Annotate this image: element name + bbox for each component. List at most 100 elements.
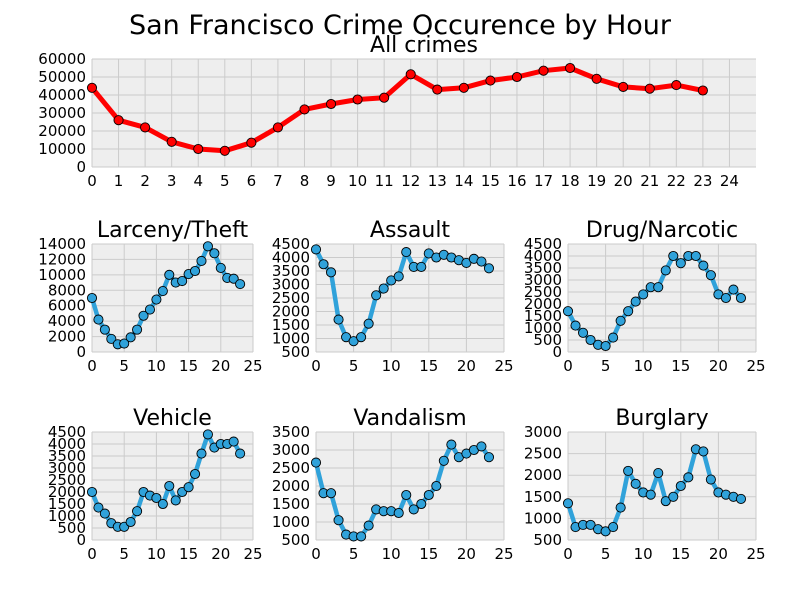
data-point: [615, 315, 626, 326]
y-tick-label: 1000: [272, 330, 310, 348]
data-point: [189, 265, 201, 277]
x-tick-label: 0: [563, 357, 573, 375]
x-tick-label: 12: [401, 172, 420, 190]
data-point: [683, 472, 694, 483]
y-tick-label: 10000: [38, 140, 86, 158]
data-point: [193, 143, 204, 155]
data-point: [166, 136, 177, 147]
x-tick-label: 25: [243, 357, 262, 375]
data-point: [698, 260, 709, 271]
data-point: [653, 282, 664, 293]
data-point: [86, 486, 98, 498]
x-tick-label: 5: [220, 172, 230, 190]
data-point: [157, 498, 168, 510]
x-tick-label: 5: [601, 545, 611, 563]
y-tick-label: 2000: [272, 303, 310, 321]
data-point: [235, 448, 246, 459]
y-tick-label: 3500: [524, 259, 562, 277]
data-point: [446, 439, 457, 450]
data-point: [644, 83, 655, 94]
x-tick-label: 25: [494, 357, 513, 375]
x-tick-label: 10: [634, 357, 653, 375]
data-point: [438, 455, 449, 466]
data-point: [228, 436, 239, 447]
data-point: [272, 122, 283, 133]
y-tick-label: 3000: [272, 441, 310, 459]
data-point: [93, 314, 104, 325]
chart-title: All crimes: [370, 33, 478, 58]
data-point: [132, 506, 143, 517]
data-point: [698, 446, 709, 457]
data-point: [325, 267, 337, 278]
x-tick-label: 20: [614, 172, 633, 190]
chart-title: Vandalism: [353, 406, 466, 431]
y-tick-label: 40000: [38, 86, 86, 104]
data-point: [228, 273, 239, 284]
y-tick-label: 2000: [48, 483, 86, 501]
x-tick-label: 20: [457, 545, 476, 563]
data-point: [401, 247, 412, 258]
data-point: [151, 492, 162, 504]
y-tick-label: 500: [533, 531, 562, 549]
x-tick-label: 10: [382, 357, 401, 375]
data-point: [562, 306, 574, 317]
x-tick-label: 13: [428, 172, 447, 190]
data-point: [697, 85, 708, 96]
data-point: [215, 262, 226, 273]
y-tick-label: 1000: [524, 319, 562, 337]
y-tick-label: 1000: [272, 513, 310, 531]
data-point: [618, 81, 629, 92]
figure-title: San Francisco Crime Occurence by Hour: [129, 10, 672, 41]
plot-area: [92, 244, 253, 352]
data-point: [363, 318, 374, 329]
x-tick-label: 25: [243, 545, 262, 563]
data-point: [144, 304, 156, 315]
y-tick-label: 4500: [524, 235, 562, 253]
data-point: [591, 73, 602, 84]
y-tick-label: 2000: [48, 328, 86, 346]
data-point: [675, 258, 686, 269]
chart-panel-burglary: Burglary 0 5 10 15 20 25 500 1000 1500 2000 2500 300…: [524, 406, 766, 563]
data-point: [325, 488, 337, 499]
y-tick-label: 4000: [272, 249, 310, 267]
chart-panel-drug: Drug/Narcotic 0 5 10 15 20 25 05001000150020002…: [524, 218, 766, 375]
data-point: [483, 263, 495, 274]
y-tick-label: 0: [76, 343, 86, 361]
x-tick-label: 0: [87, 172, 97, 190]
x-tick-label: 15: [671, 545, 690, 563]
x-tick-label: 17: [534, 172, 553, 190]
data-point: [113, 115, 124, 126]
data-point: [170, 495, 181, 506]
data-point: [735, 493, 747, 505]
data-point: [196, 448, 207, 459]
x-tick-label: 15: [179, 545, 198, 563]
x-tick-label: 20: [709, 357, 728, 375]
x-tick-label: 18: [561, 172, 580, 190]
chart-title: Larceny/Theft: [97, 218, 249, 243]
data-point: [219, 145, 230, 156]
y-tick-label: 500: [281, 343, 310, 361]
data-point: [356, 531, 367, 542]
x-tick-label: 20: [457, 357, 476, 375]
y-tick-label: 12000: [38, 250, 86, 268]
data-point: [106, 333, 117, 344]
data-point: [164, 269, 175, 280]
data-point: [310, 457, 322, 468]
x-tick-label: 15: [419, 545, 438, 563]
data-point: [577, 327, 589, 338]
y-tick-label: 500: [281, 531, 310, 549]
y-tick-label: 4500: [272, 235, 310, 253]
x-tick-label: 14: [454, 172, 473, 190]
y-tick-label: 1000: [524, 509, 562, 527]
data-point: [630, 296, 641, 307]
x-tick-label: 15: [671, 357, 690, 375]
x-tick-label: 0: [563, 545, 573, 563]
y-tick-label: 0: [552, 343, 562, 361]
y-tick-label: 1500: [272, 495, 310, 513]
data-point: [705, 474, 716, 485]
data-point: [511, 71, 523, 83]
data-point: [86, 292, 98, 304]
data-point: [189, 468, 201, 480]
data-point: [608, 521, 619, 533]
